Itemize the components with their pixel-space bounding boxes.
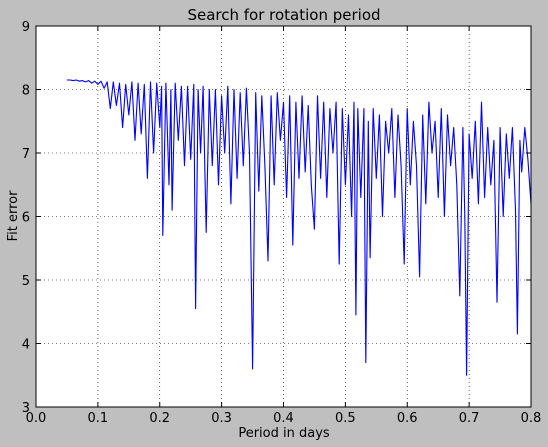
x-tick-label: 0.0: [26, 411, 47, 426]
fit-error-line: [66, 79, 532, 376]
y-axis-label: Fit error: [6, 190, 21, 242]
x-tick-label: 0.4: [273, 411, 294, 426]
x-tick-label: 0.8: [521, 411, 542, 426]
x-tick-label: 0.3: [211, 411, 232, 426]
x-axis-label: Period in days: [238, 426, 330, 441]
y-tick-label: 3: [22, 401, 30, 416]
y-tick-label: 5: [22, 274, 30, 289]
axis-ticks: 0.0 0.1 0.2 0.3 0.4 0.5 0.6 0.7 0.8 3 4 5 6 7 8 9: [22, 20, 542, 426]
grid: [36, 26, 531, 407]
x-tick-label: 0.6: [397, 411, 418, 426]
x-tick-label: 0.2: [149, 411, 170, 426]
chart-title: Search for rotation period: [187, 6, 380, 24]
data-series: [66, 79, 532, 376]
x-tick-label: 0.7: [459, 411, 480, 426]
y-tick-label: 9: [22, 20, 30, 35]
x-tick-label: 0.5: [335, 411, 356, 426]
x-tick-label: 0.1: [88, 411, 109, 426]
y-tick-label: 6: [22, 211, 30, 226]
y-tick-label: 7: [22, 147, 30, 162]
y-tick-label: 4: [22, 338, 30, 353]
y-tick-label: 8: [22, 84, 30, 99]
